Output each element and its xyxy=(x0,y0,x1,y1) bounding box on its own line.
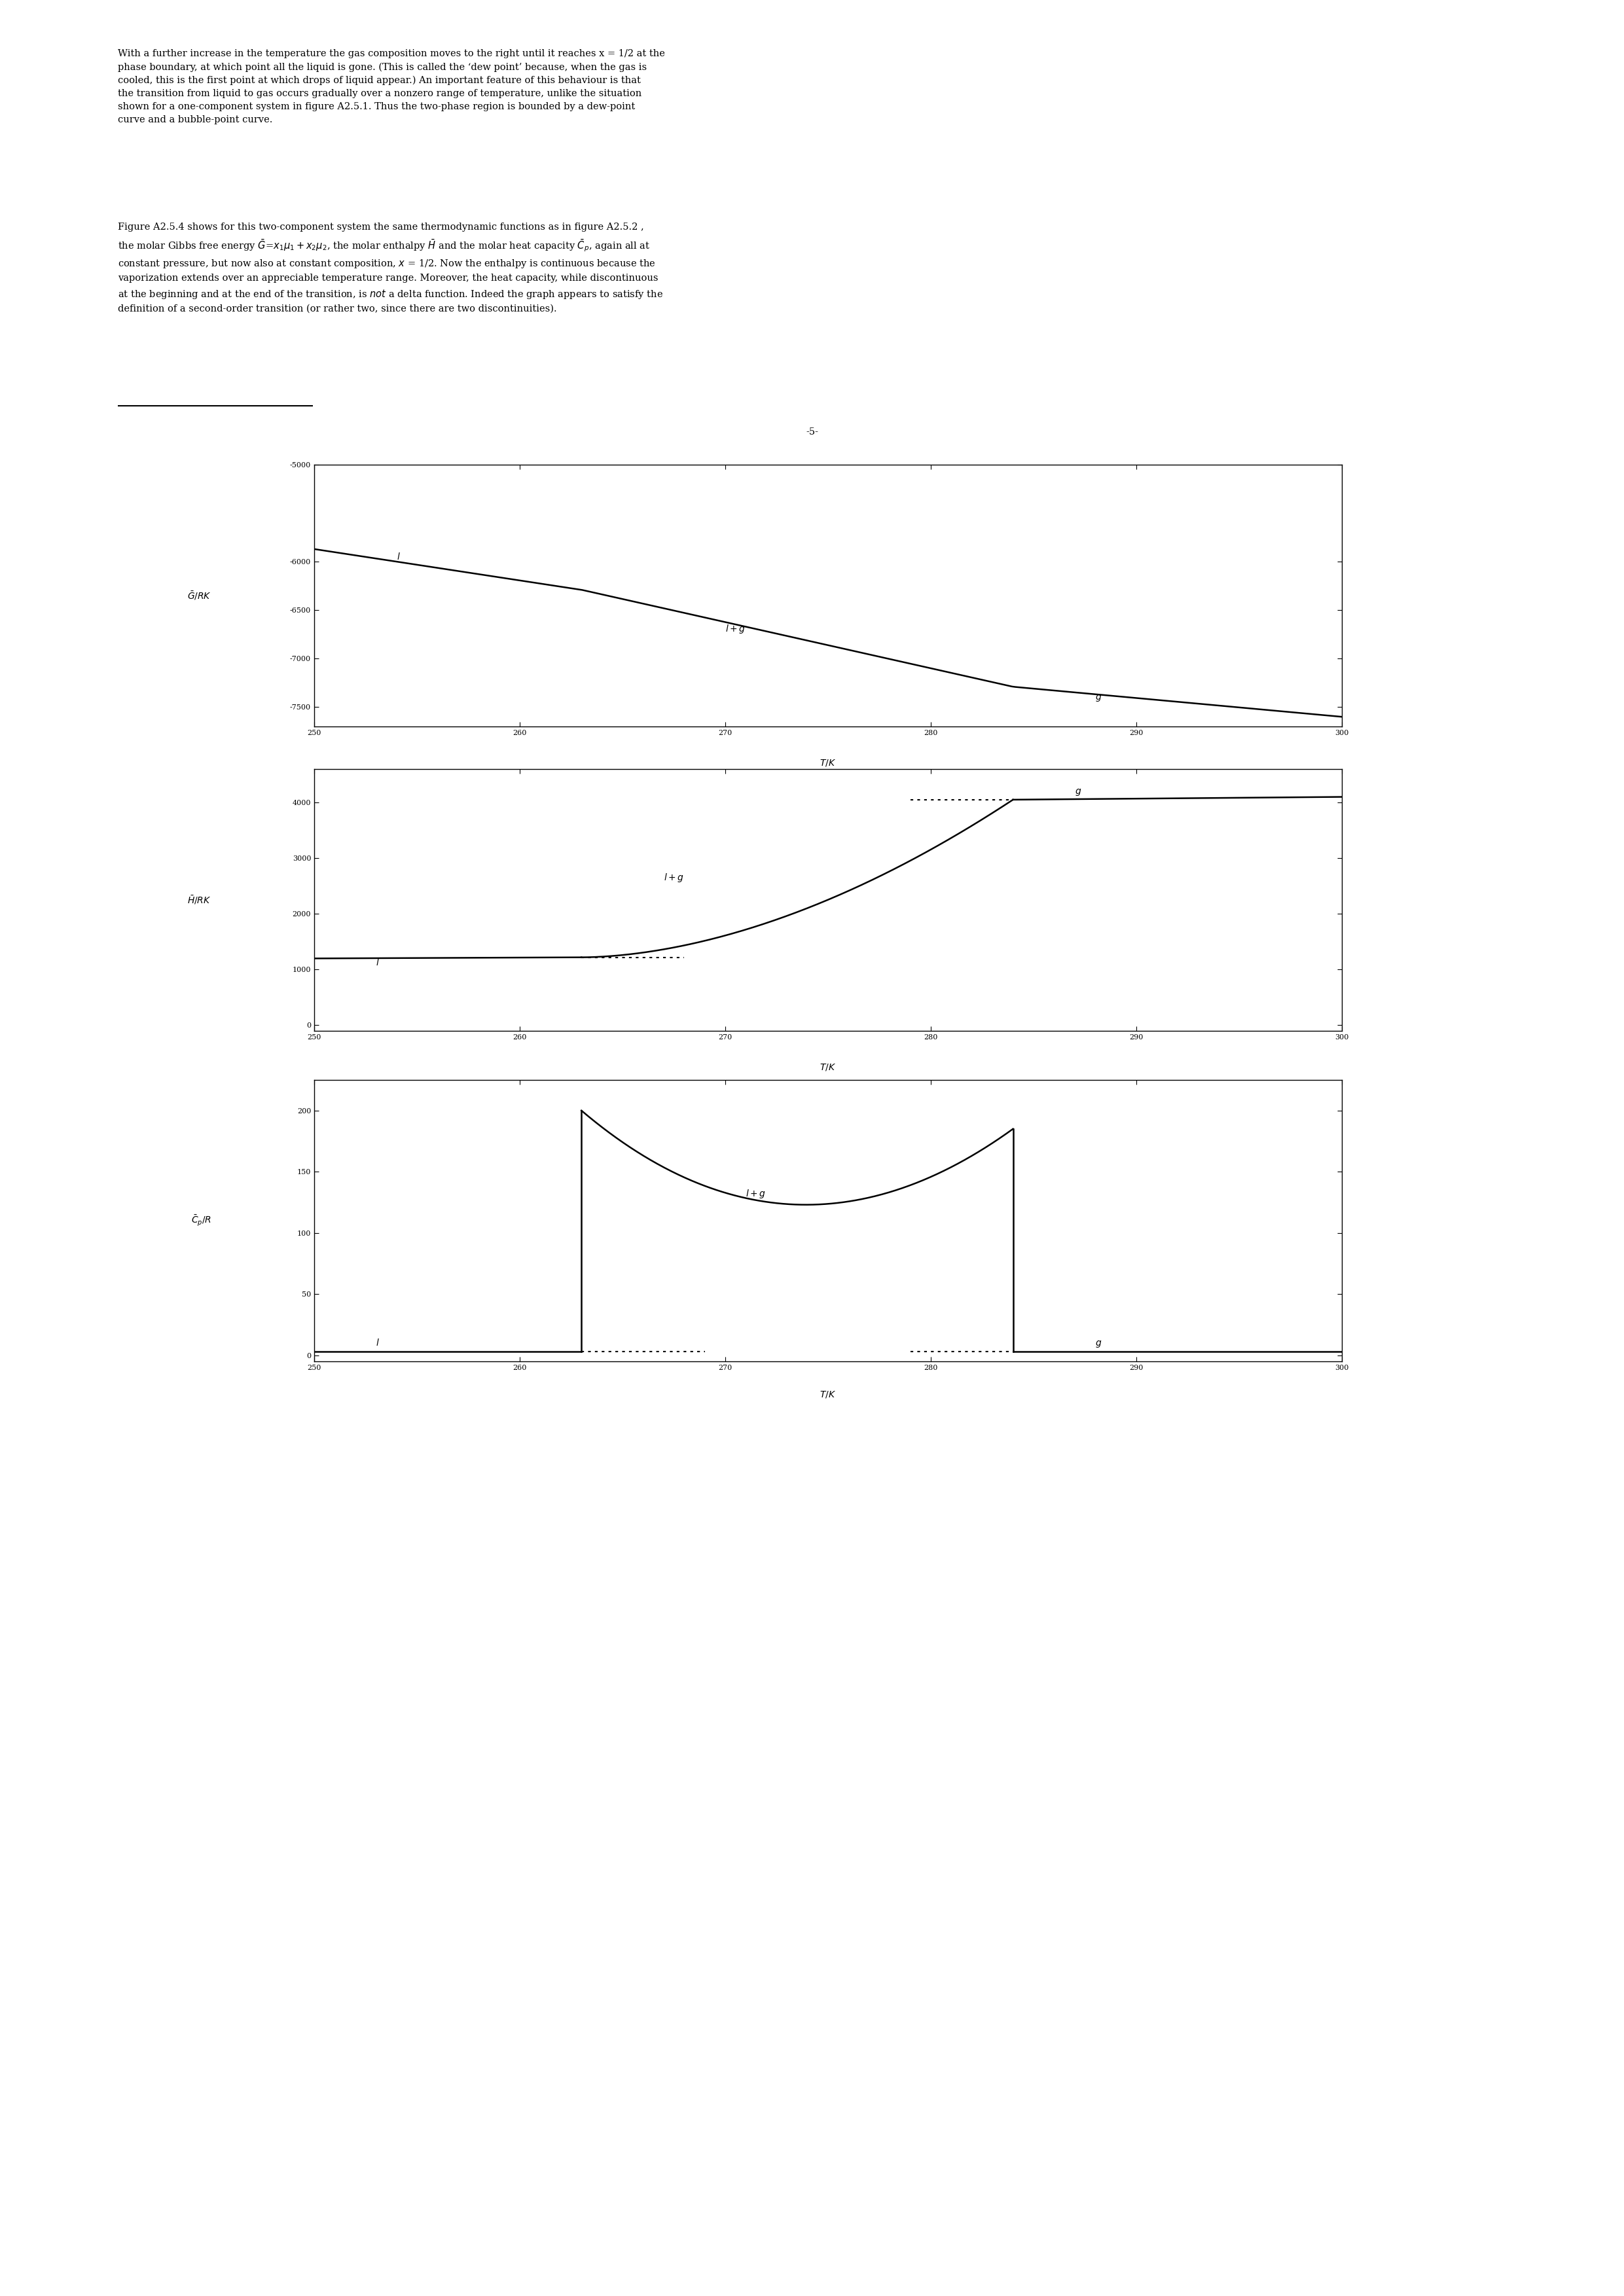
Text: $g$: $g$ xyxy=(1075,788,1082,797)
X-axis label: $T/K$: $T/K$ xyxy=(820,1063,836,1072)
Text: $g$: $g$ xyxy=(1095,693,1103,703)
Text: $\bar{G}/RK$: $\bar{G}/RK$ xyxy=(187,590,211,602)
Text: -5-: -5- xyxy=(806,427,818,436)
Text: $\bar{H}/RK$: $\bar{H}/RK$ xyxy=(187,893,211,907)
Text: $g$: $g$ xyxy=(1095,1339,1103,1348)
Text: With a further increase in the temperature the gas composition moves to the righ: With a further increase in the temperatu… xyxy=(119,48,664,124)
Text: Figure A2.5.4 shows for this two-component system the same thermodynamic functio: Figure A2.5.4 shows for this two-compone… xyxy=(119,223,663,315)
Text: $\bar{C}_p/R$: $\bar{C}_p/R$ xyxy=(192,1215,211,1228)
Text: $l+g$: $l+g$ xyxy=(726,622,745,634)
X-axis label: $T/K$: $T/K$ xyxy=(820,758,836,767)
Text: $l+g$: $l+g$ xyxy=(664,872,684,884)
X-axis label: $T/K$: $T/K$ xyxy=(820,1389,836,1398)
Text: $l$: $l$ xyxy=(396,551,400,563)
Text: $l+g$: $l+g$ xyxy=(745,1187,767,1199)
Text: $l$: $l$ xyxy=(375,957,380,967)
Text: $l$: $l$ xyxy=(375,1339,380,1348)
